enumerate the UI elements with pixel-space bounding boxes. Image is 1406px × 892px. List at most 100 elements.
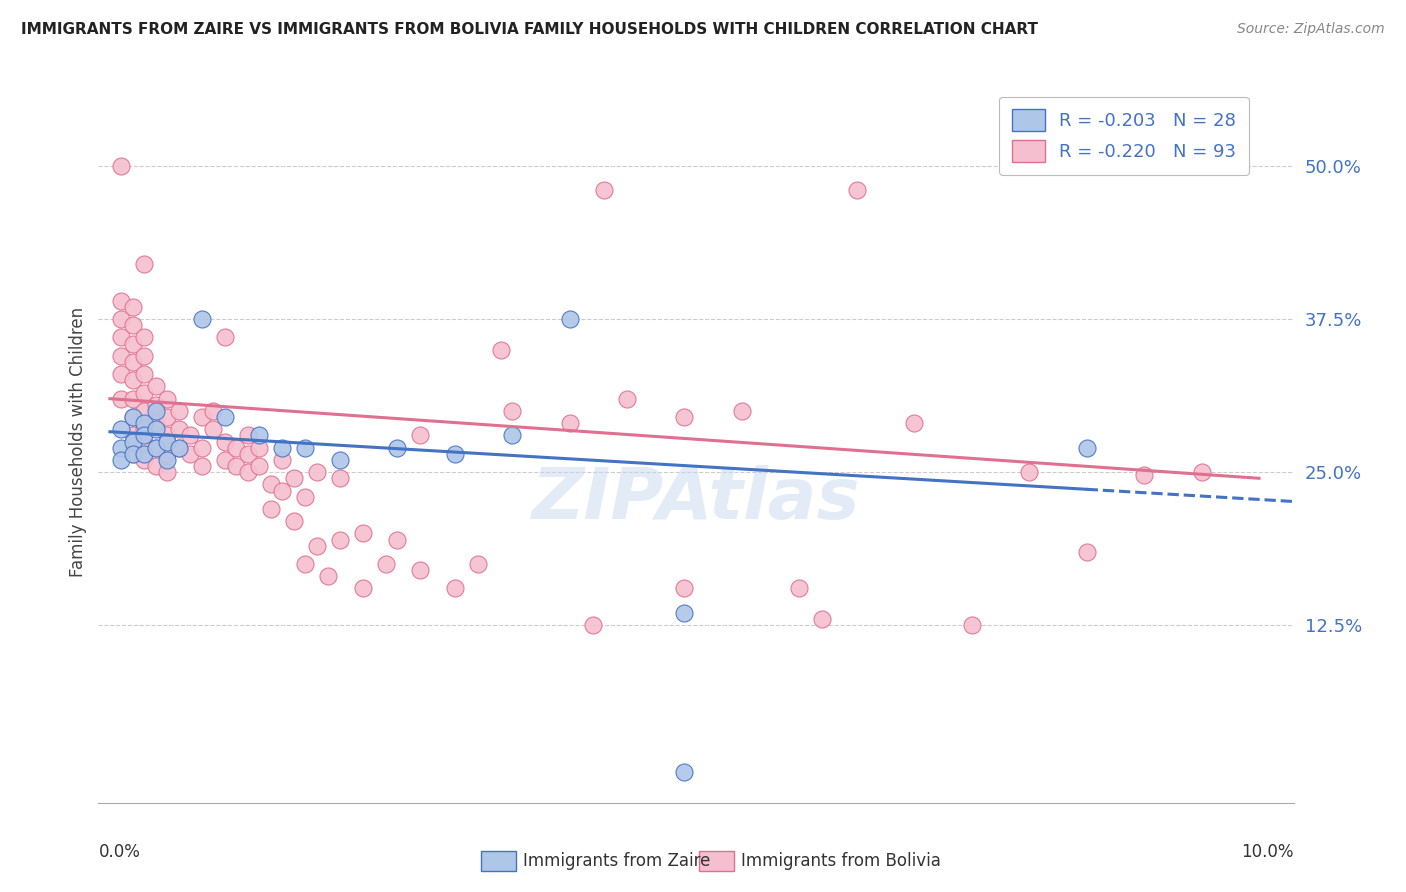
Point: [1018, 465, 1040, 479]
Point: [673, 606, 696, 620]
Point: [329, 471, 352, 485]
Point: [110, 367, 132, 381]
Point: [134, 367, 156, 381]
Point: [122, 428, 145, 442]
Point: [191, 458, 214, 473]
Point: [409, 428, 432, 442]
Point: [134, 416, 156, 430]
Point: [236, 428, 259, 442]
Point: [731, 404, 754, 418]
Point: [558, 312, 581, 326]
Point: [179, 447, 201, 461]
Point: [122, 410, 145, 425]
Point: [134, 385, 156, 400]
Point: [145, 422, 167, 436]
Point: [156, 465, 179, 479]
Point: [134, 447, 156, 461]
Point: [122, 434, 145, 449]
Point: [352, 526, 374, 541]
Point: [145, 458, 167, 473]
Y-axis label: Family Households with Children: Family Households with Children: [69, 307, 87, 576]
Point: [558, 416, 581, 430]
Point: [271, 441, 294, 455]
Point: [247, 458, 270, 473]
Point: [122, 355, 145, 369]
Point: [214, 453, 236, 467]
Point: [845, 184, 868, 198]
Point: [134, 453, 156, 467]
Point: [145, 379, 167, 393]
Text: Immigrants from Bolivia: Immigrants from Bolivia: [741, 852, 941, 870]
Point: [501, 428, 523, 442]
Point: [811, 612, 834, 626]
Point: [374, 557, 396, 571]
Legend: R = -0.203   N = 28, R = -0.220   N = 93: R = -0.203 N = 28, R = -0.220 N = 93: [1000, 96, 1249, 175]
Point: [122, 318, 145, 333]
Point: [960, 618, 983, 632]
Point: [294, 490, 316, 504]
Point: [110, 330, 132, 344]
Point: [789, 582, 811, 596]
Point: [202, 422, 225, 436]
Point: [167, 422, 190, 436]
Point: [110, 392, 132, 406]
Point: [616, 392, 638, 406]
Point: [134, 349, 156, 363]
Point: [110, 441, 132, 455]
Point: [409, 563, 432, 577]
Point: [191, 410, 214, 425]
Point: [247, 428, 270, 442]
Text: Immigrants from Zaire: Immigrants from Zaire: [523, 852, 710, 870]
Point: [134, 404, 156, 418]
Point: [283, 514, 305, 528]
Point: [156, 434, 179, 449]
Point: [134, 422, 156, 436]
Point: [236, 465, 259, 479]
Point: [122, 373, 145, 387]
Point: [156, 453, 179, 467]
Point: [110, 159, 132, 173]
Point: [179, 428, 201, 442]
Point: [110, 422, 132, 436]
Point: [156, 428, 179, 442]
Point: [122, 392, 145, 406]
Point: [1076, 441, 1098, 455]
Point: [1133, 467, 1156, 482]
Point: [167, 441, 190, 455]
Point: [110, 293, 132, 308]
Point: [122, 410, 145, 425]
Point: [443, 447, 465, 461]
Point: [145, 441, 167, 455]
Point: [385, 533, 409, 547]
Point: [156, 410, 179, 425]
Text: IMMIGRANTS FROM ZAIRE VS IMMIGRANTS FROM BOLIVIA FAMILY HOUSEHOLDS WITH CHILDREN: IMMIGRANTS FROM ZAIRE VS IMMIGRANTS FROM…: [21, 22, 1038, 37]
Point: [134, 434, 156, 449]
Point: [271, 453, 294, 467]
Point: [122, 447, 145, 461]
Point: [329, 533, 352, 547]
Point: [673, 765, 696, 780]
Point: [134, 330, 156, 344]
Point: [110, 453, 132, 467]
Point: [225, 458, 247, 473]
Point: [385, 441, 409, 455]
Point: [134, 257, 156, 271]
Point: [329, 453, 352, 467]
Point: [110, 349, 132, 363]
Point: [191, 441, 214, 455]
Point: [294, 441, 316, 455]
Point: [110, 312, 132, 326]
Point: [156, 447, 179, 461]
Point: [145, 398, 167, 412]
Point: [1076, 545, 1098, 559]
Point: [214, 330, 236, 344]
Point: [122, 447, 145, 461]
Point: [467, 557, 489, 571]
Point: [145, 441, 167, 455]
Text: 10.0%: 10.0%: [1241, 843, 1294, 861]
Point: [305, 539, 328, 553]
Point: [294, 557, 316, 571]
Point: [443, 582, 465, 596]
Point: [191, 312, 214, 326]
Point: [167, 404, 190, 418]
